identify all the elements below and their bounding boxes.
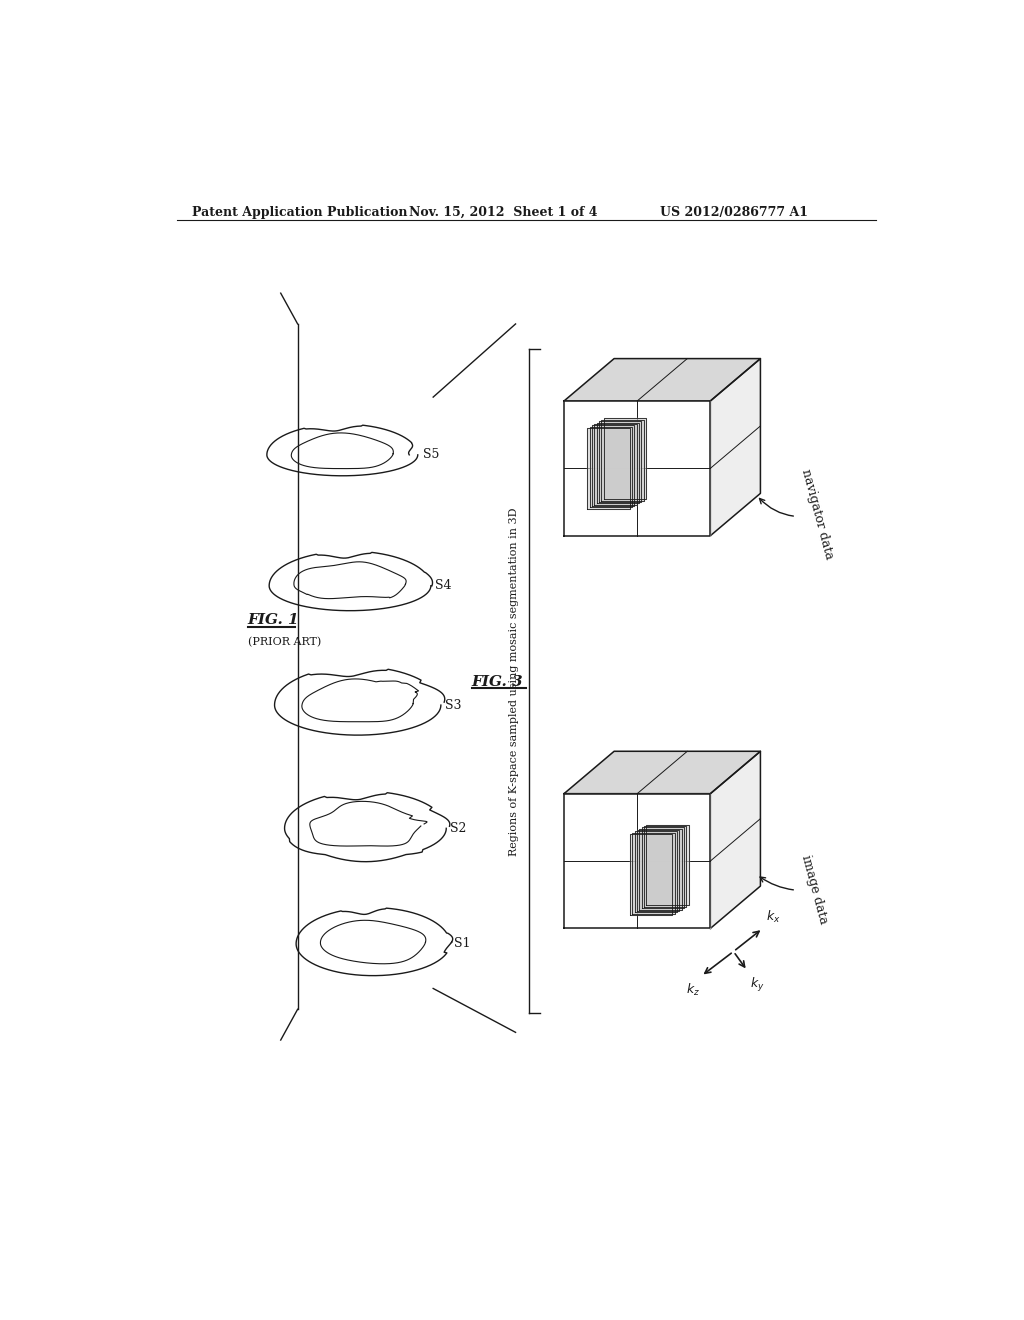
Polygon shape	[630, 834, 672, 915]
Polygon shape	[564, 359, 761, 401]
Text: S1: S1	[454, 937, 470, 950]
Polygon shape	[592, 425, 634, 506]
Polygon shape	[587, 428, 630, 508]
Text: FIG. 1: FIG. 1	[248, 614, 299, 627]
Polygon shape	[644, 826, 686, 907]
Text: S2: S2	[451, 822, 467, 834]
Polygon shape	[601, 420, 644, 500]
Polygon shape	[564, 751, 761, 793]
Text: navigator data: navigator data	[760, 469, 836, 561]
Text: $k_x$: $k_x$	[766, 909, 780, 925]
Text: S3: S3	[444, 698, 461, 711]
Polygon shape	[599, 421, 641, 502]
Text: Patent Application Publication: Patent Application Publication	[193, 206, 408, 219]
Polygon shape	[646, 825, 689, 906]
Text: image data: image data	[760, 854, 829, 925]
Polygon shape	[590, 426, 632, 507]
Polygon shape	[639, 829, 682, 909]
Text: $k_y$: $k_y$	[751, 977, 765, 994]
Polygon shape	[597, 422, 639, 503]
Text: S4: S4	[435, 579, 452, 593]
Text: $k_z$: $k_z$	[686, 982, 700, 998]
Text: Nov. 15, 2012  Sheet 1 of 4: Nov. 15, 2012 Sheet 1 of 4	[410, 206, 598, 219]
Text: (PRIOR ART): (PRIOR ART)	[248, 638, 321, 648]
Polygon shape	[637, 830, 679, 911]
Polygon shape	[604, 418, 646, 499]
Polygon shape	[642, 828, 684, 908]
Polygon shape	[711, 751, 761, 928]
Text: Regions of K-space sampled using mosaic segmentation in 3D: Regions of K-space sampled using mosaic …	[509, 508, 519, 857]
Text: FIG. 3: FIG. 3	[472, 675, 523, 689]
Polygon shape	[635, 832, 677, 912]
Polygon shape	[564, 401, 711, 536]
Polygon shape	[632, 833, 675, 913]
Polygon shape	[711, 359, 761, 536]
Polygon shape	[564, 793, 711, 928]
Text: US 2012/0286777 A1: US 2012/0286777 A1	[660, 206, 808, 219]
Polygon shape	[594, 424, 637, 504]
Text: S5: S5	[423, 449, 439, 462]
